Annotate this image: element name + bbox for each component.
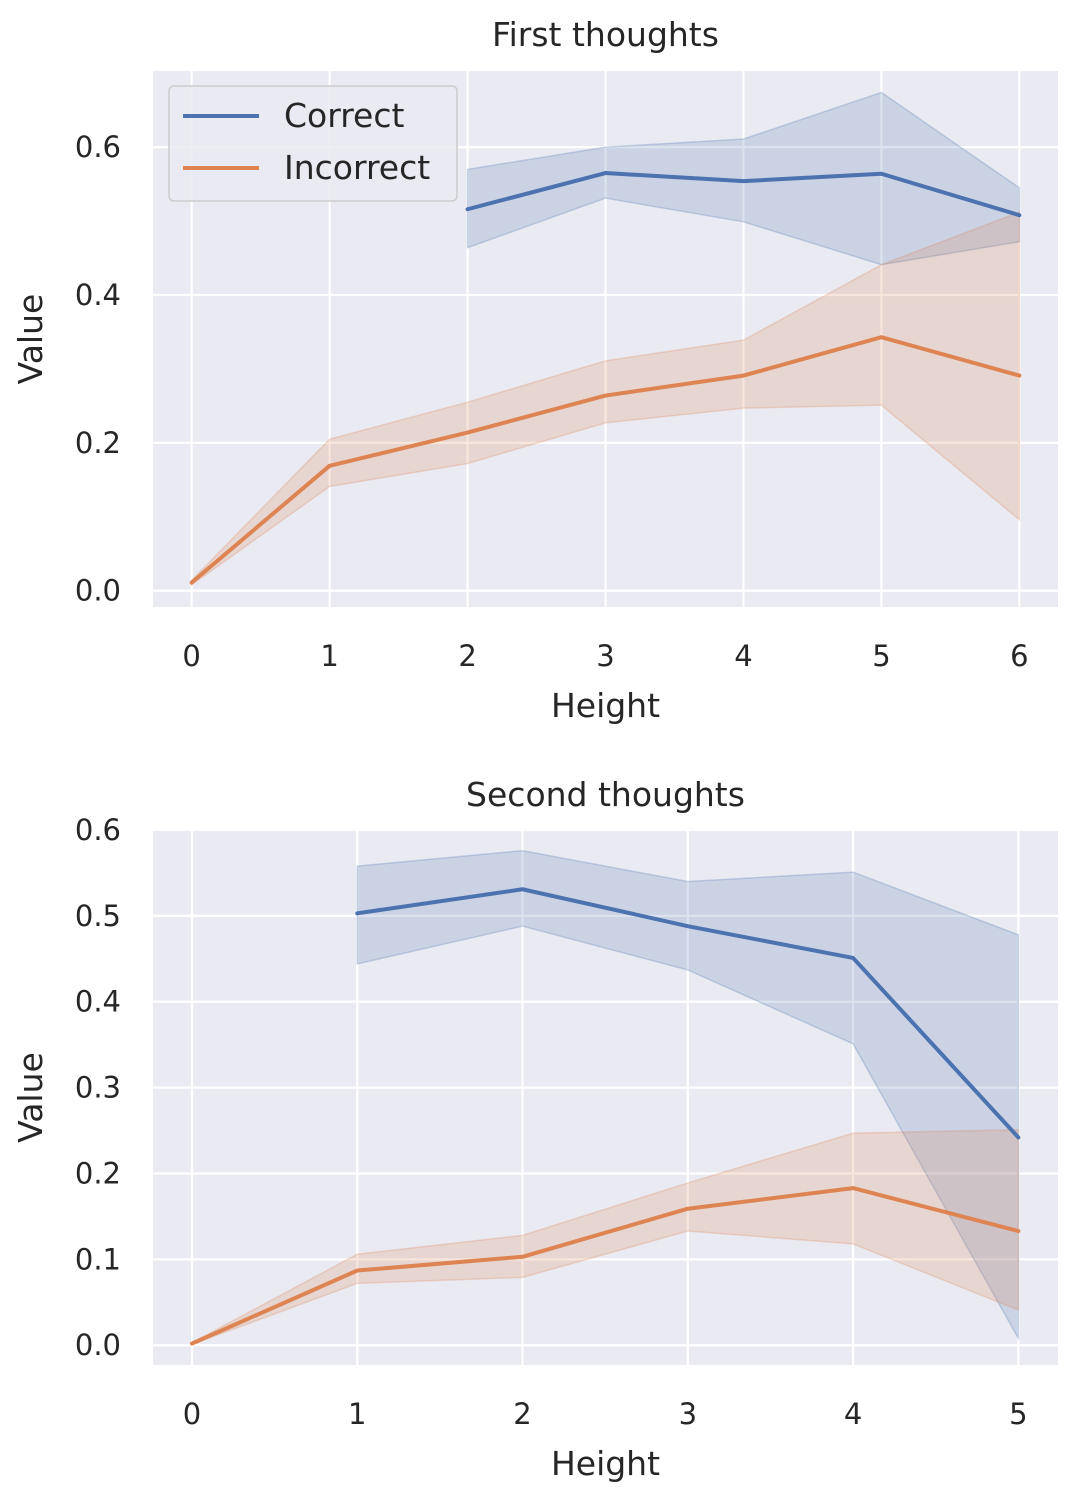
x-axis-label: Height xyxy=(551,686,660,725)
chart-2: 0 1 2 3 4 5 0.0 0.1 0.2 0.3 0.4 0.5 0.6 Height Value Se… xyxy=(11,775,1058,1483)
x-tick-label: 1 xyxy=(320,639,338,673)
chart-title: Second thoughts xyxy=(466,775,745,814)
x-tick-label: 4 xyxy=(734,639,752,673)
y-tick-label: 0.6 xyxy=(75,813,121,847)
chart-1: 0 1 2 3 4 5 6 0.0 0.2 0.4 0.6 Height Value First thou… xyxy=(11,15,1058,725)
legend-label-incorrect: Incorrect xyxy=(284,148,430,187)
x-tick-label: 5 xyxy=(1009,1397,1027,1431)
confidence-band-incorrect xyxy=(190,211,1021,587)
y-tick-label: 0.0 xyxy=(75,574,121,608)
x-tick-label: 0 xyxy=(182,639,200,673)
x-tick-label: 5 xyxy=(872,639,890,673)
y-tick-label: 0.4 xyxy=(75,985,121,1019)
y-tick-label: 0.6 xyxy=(75,130,121,164)
series-line-correct xyxy=(465,171,1022,218)
x-tick-label: 3 xyxy=(596,639,614,673)
confidence-band-correct xyxy=(466,91,1021,266)
y-tick-label: 0.0 xyxy=(75,1328,121,1362)
confidence-band-correct xyxy=(356,849,1020,1342)
x-tick-label: 2 xyxy=(513,1397,531,1431)
y-axis-label: Value xyxy=(11,1052,50,1143)
x-tick-label: 0 xyxy=(183,1397,201,1431)
y-tick-label: 0.4 xyxy=(75,278,121,312)
y-tick-label: 0.5 xyxy=(75,899,121,933)
x-tick-label: 4 xyxy=(844,1397,862,1431)
x-tick-label: 1 xyxy=(348,1397,366,1431)
y-tick-label: 0.3 xyxy=(75,1071,121,1105)
confidence-band-incorrect xyxy=(191,1128,1020,1346)
y-axis-label: Value xyxy=(11,294,50,385)
chart-title: First thoughts xyxy=(492,15,719,54)
plot-area xyxy=(153,830,1058,1365)
x-tick-label: 3 xyxy=(679,1397,697,1431)
y-tick-label: 0.2 xyxy=(75,1156,121,1190)
y-tick-label: 0.2 xyxy=(75,426,121,460)
series-line-correct xyxy=(355,887,1021,1140)
y-tick-label: 0.1 xyxy=(75,1242,121,1276)
legend-label-correct: Correct xyxy=(284,96,405,135)
x-axis-label: Height xyxy=(551,1444,660,1483)
x-tick-label: 2 xyxy=(458,639,476,673)
x-tick-label: 6 xyxy=(1010,639,1028,673)
series-line-incorrect xyxy=(189,335,1022,585)
series-line-incorrect xyxy=(190,1186,1021,1346)
legend: Correct Incorrect xyxy=(168,85,458,202)
